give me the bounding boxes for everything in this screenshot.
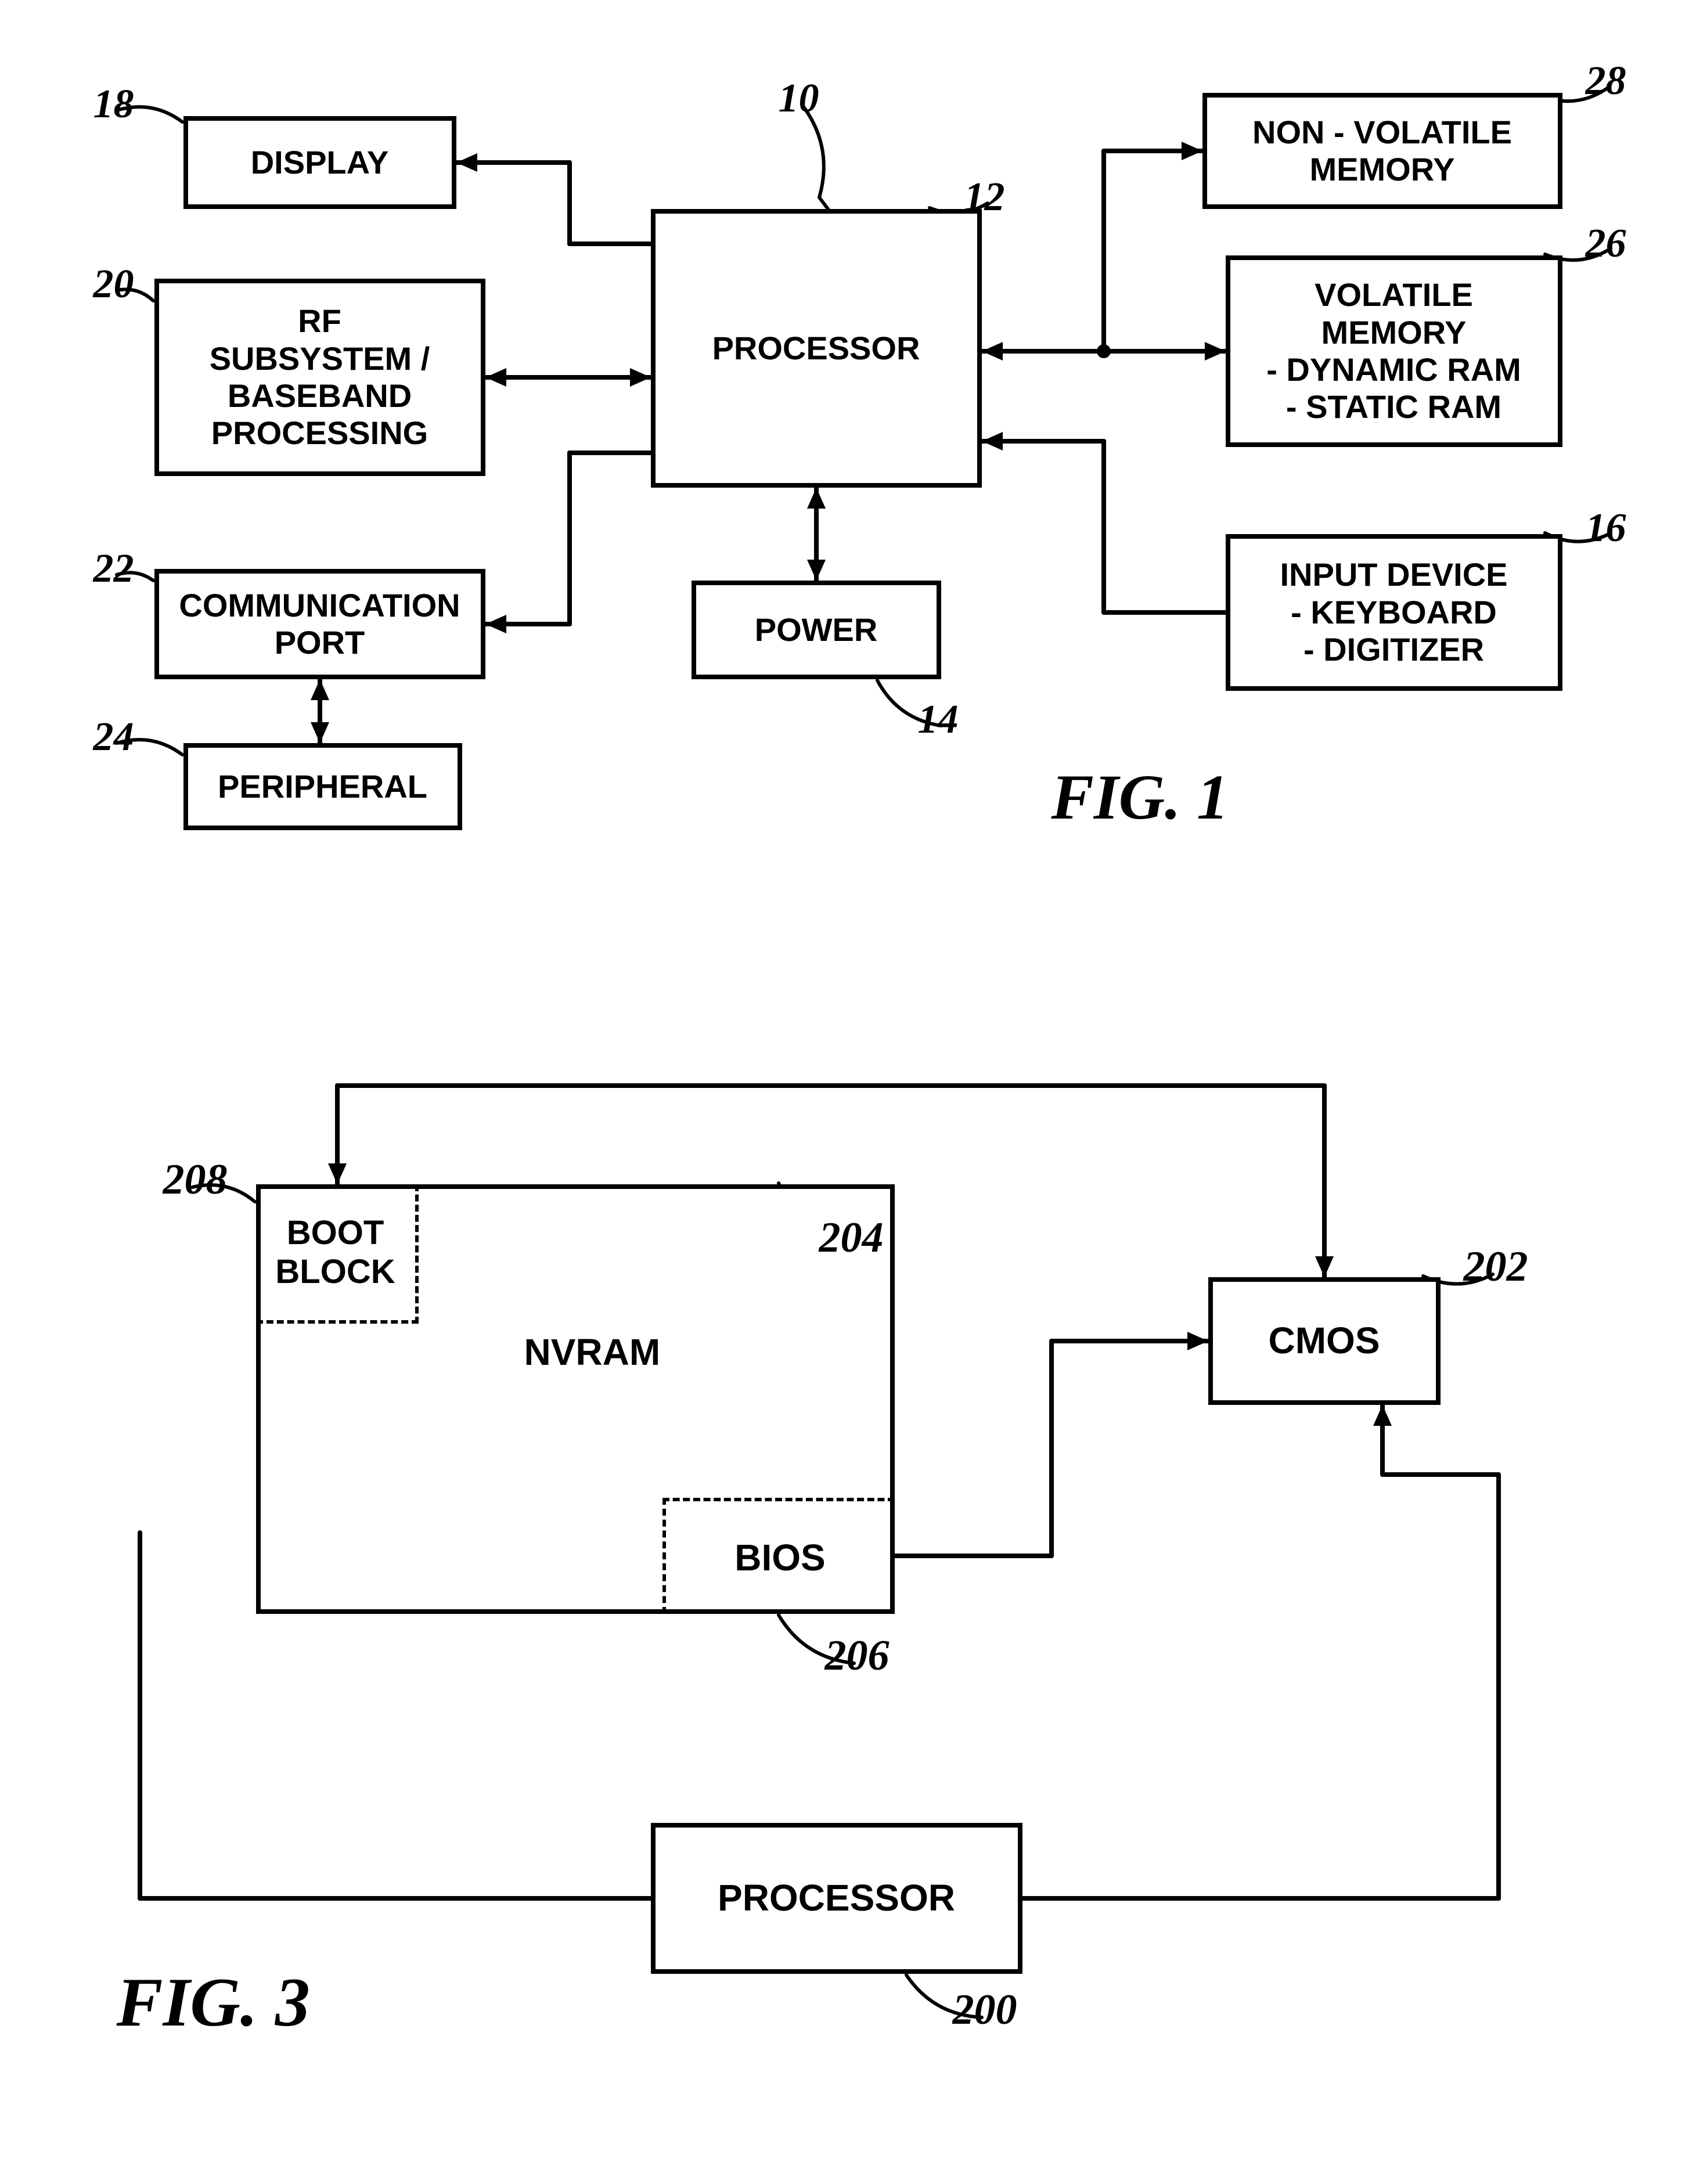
figure-3: NVRAM BOOTBLOCK BIOS CMOS PROCESSOR 200 202 204…: [24, 1033, 1673, 2055]
processor-box: PROCESSOR: [651, 209, 982, 488]
boot-block-box: BOOTBLOCK: [256, 1184, 419, 1324]
cmos-box: CMOS: [1208, 1277, 1441, 1405]
display-box: DISPLAY: [183, 116, 456, 209]
ref-16: 16: [1586, 505, 1626, 552]
power-box: POWER: [692, 581, 941, 679]
ref-204: 204: [819, 1213, 884, 1263]
ref-206: 206: [825, 1631, 890, 1681]
commport-box: COMMUNICATIONPORT: [154, 569, 485, 679]
input-box: INPUT DEVICE- KEYBOARD- DIGITIZER: [1226, 534, 1562, 691]
ref-10: 10: [779, 75, 819, 122]
ref-202: 202: [1464, 1242, 1528, 1292]
vmem-box: VOLATILEMEMORY- DYNAMIC RAM- STATIC RAM: [1226, 255, 1562, 447]
ref-22: 22: [93, 546, 134, 592]
bios-box: BIOS: [662, 1498, 895, 1614]
ref-26: 26: [1586, 221, 1626, 267]
fig1-label: FIG. 1: [1052, 761, 1229, 834]
ref-208: 208: [163, 1155, 228, 1205]
nvram-label: NVRAM: [524, 1331, 661, 1374]
periph-box: PERIPHERAL: [183, 743, 462, 830]
ref-24: 24: [93, 714, 134, 761]
processor-box: PROCESSOR: [651, 1823, 1022, 1974]
ref-18: 18: [93, 81, 134, 128]
ref-28: 28: [1586, 58, 1626, 104]
rf-box: RFSUBSYSTEM /BASEBANDPROCESSING: [154, 279, 485, 476]
figure-1: DISPLAY RFSUBSYSTEM /BASEBANDPROCESSING CO…: [24, 23, 1673, 882]
nvmem-box: NON - VOLATILEMEMORY: [1202, 93, 1562, 209]
ref-14: 14: [918, 697, 959, 743]
ref-20: 20: [93, 261, 134, 308]
ref-200: 200: [953, 1985, 1017, 2035]
fig3-label: FIG. 3: [117, 1962, 310, 2042]
ref-12: 12: [964, 174, 1005, 221]
